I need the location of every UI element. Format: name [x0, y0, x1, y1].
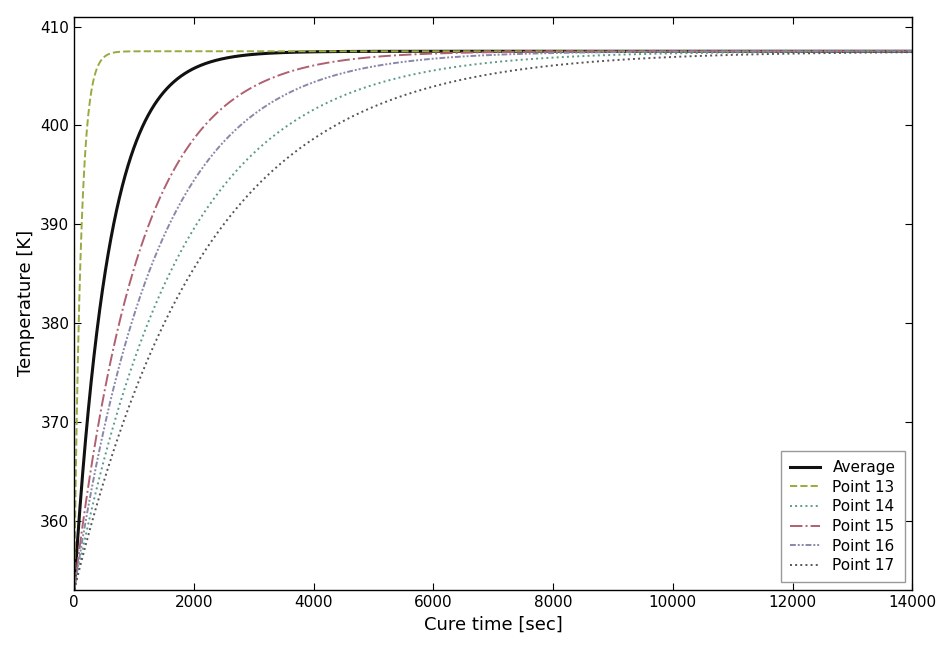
- Point 17: [905, 48, 917, 56]
- Point 13: [905, 47, 917, 55]
- Point 13: [689, 47, 701, 55]
- Point 13: [300, 47, 311, 55]
- Point 14: [110, 411, 122, 419]
- Point 17: [110, 439, 122, 447]
- Point 16: [564, 49, 575, 57]
- Point 15: [689, 47, 701, 55]
- Line: Point 13: Point 13: [74, 51, 911, 590]
- X-axis label: Cure time [sec]: Cure time [sec]: [424, 616, 562, 633]
- Point 15: [734, 47, 745, 55]
- Line: Point 16: Point 16: [74, 51, 911, 590]
- Average: [905, 47, 917, 55]
- Point 14: [734, 49, 745, 57]
- Point 14: [689, 49, 701, 57]
- Line: Average: Average: [74, 51, 911, 590]
- Legend: Average, Point 13, Point 14, Point 15, Point 16, Point 17: Average, Point 13, Point 14, Point 15, P…: [780, 451, 903, 582]
- Line: Point 15: Point 15: [74, 51, 911, 590]
- Point 16: [689, 47, 701, 55]
- Line: Point 14: Point 14: [74, 51, 911, 590]
- Average: [371, 47, 383, 55]
- Point 15: [905, 47, 917, 55]
- Point 14: [69, 586, 80, 594]
- Point 17: [371, 101, 383, 109]
- Point 14: [601, 51, 612, 59]
- Point 14: [564, 53, 575, 60]
- Line: Point 17: Point 17: [74, 52, 911, 590]
- Point 16: [601, 48, 612, 56]
- Point 15: [371, 53, 383, 60]
- Point 17: [564, 60, 575, 68]
- Point 13: [110, 48, 122, 56]
- Average: [564, 47, 575, 55]
- Point 15: [601, 47, 612, 55]
- Point 13: [371, 47, 383, 55]
- Point 15: [564, 47, 575, 55]
- Point 13: [564, 47, 575, 55]
- Average: [110, 207, 122, 215]
- Point 15: [110, 332, 122, 339]
- Point 16: [110, 373, 122, 381]
- Point 13: [601, 47, 612, 55]
- Average: [734, 47, 745, 55]
- Point 14: [371, 79, 383, 87]
- Point 17: [734, 51, 745, 58]
- Point 14: [905, 47, 917, 55]
- Point 16: [69, 586, 80, 594]
- Point 16: [371, 62, 383, 70]
- Point 17: [689, 52, 701, 60]
- Average: [601, 47, 612, 55]
- Point 13: [69, 586, 80, 594]
- Average: [689, 47, 701, 55]
- Point 16: [905, 47, 917, 55]
- Average: [69, 586, 80, 594]
- Y-axis label: Temperature [K]: Temperature [K]: [16, 230, 34, 376]
- Point 13: [734, 47, 745, 55]
- Point 16: [734, 47, 745, 55]
- Point 15: [69, 586, 80, 594]
- Point 17: [69, 586, 80, 594]
- Point 17: [601, 57, 612, 64]
